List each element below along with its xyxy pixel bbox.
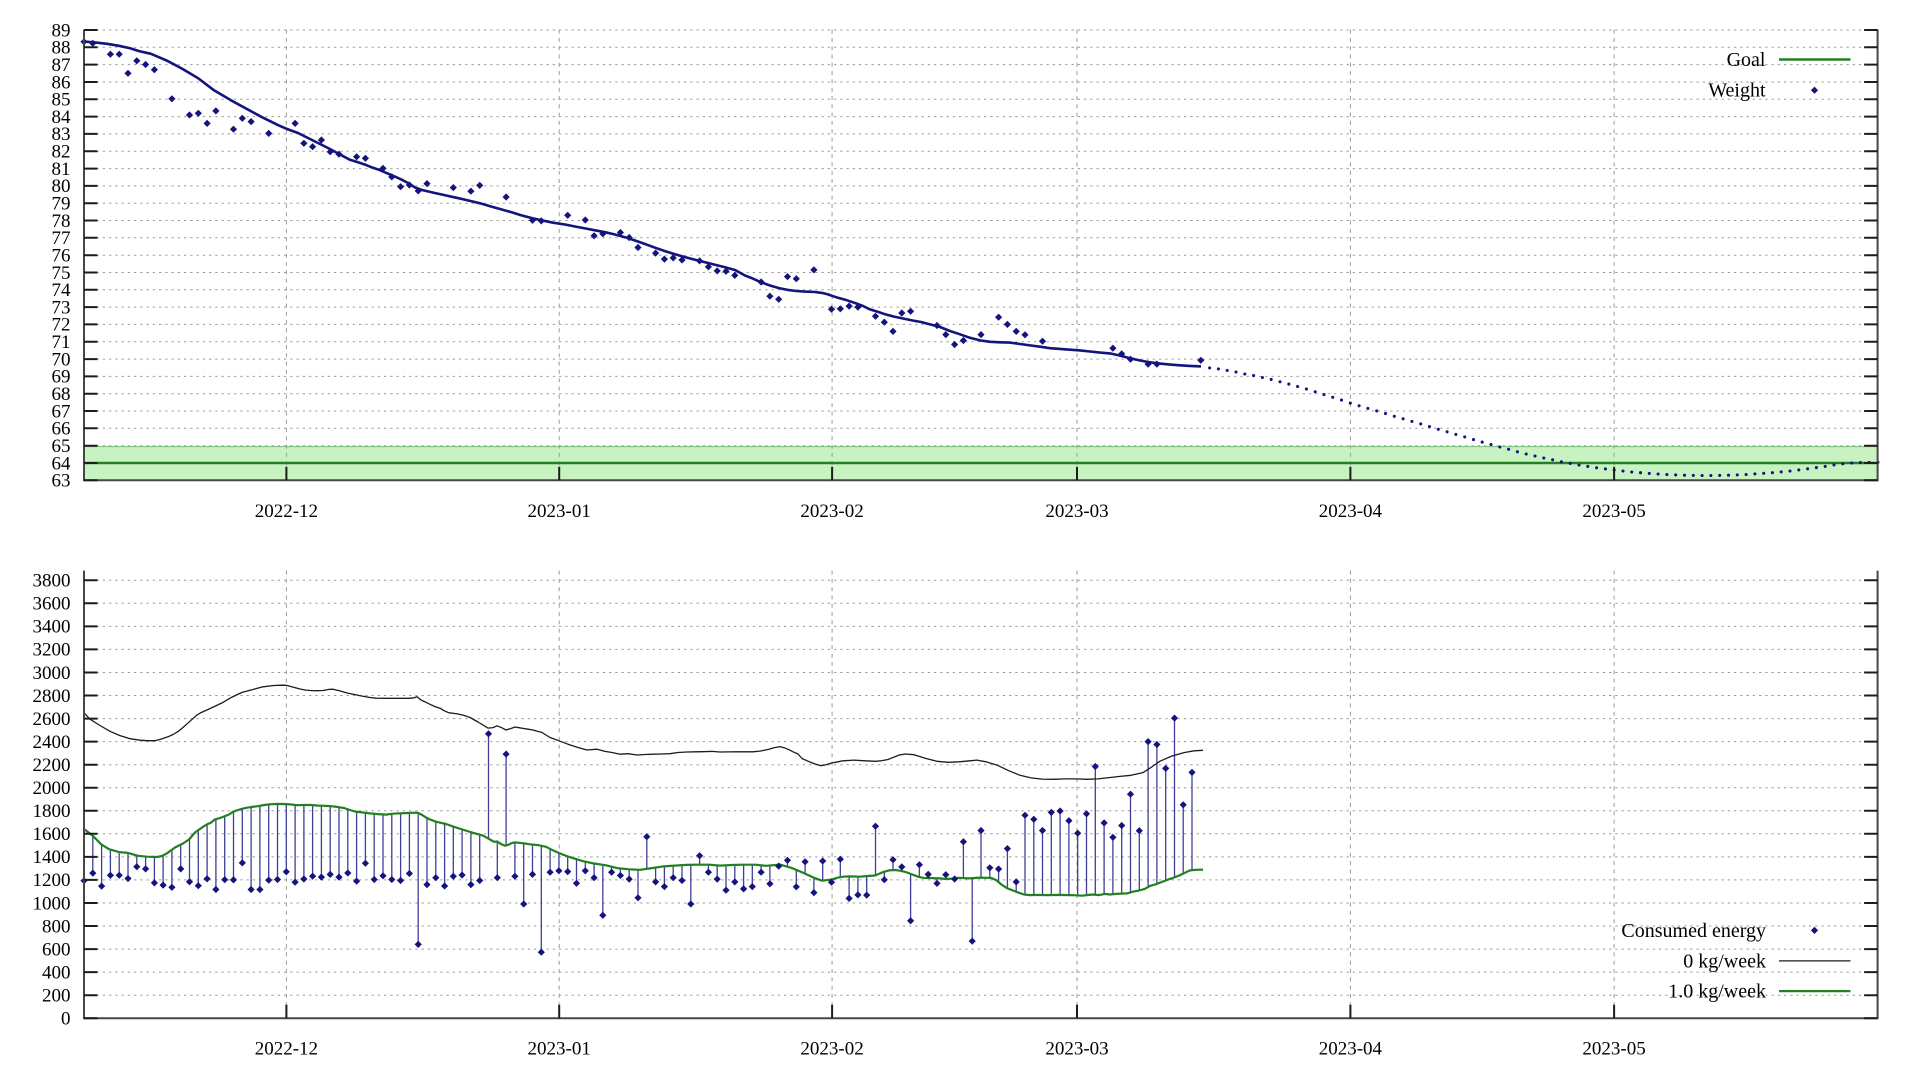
svg-text:73: 73 [52, 297, 71, 318]
svg-text:70: 70 [52, 349, 71, 370]
svg-text:63: 63 [52, 471, 71, 492]
svg-text:3400: 3400 [33, 617, 71, 638]
svg-text:84: 84 [52, 107, 72, 128]
svg-text:600: 600 [42, 939, 71, 960]
svg-text:2023-02: 2023-02 [800, 1039, 863, 1060]
svg-text:1400: 1400 [33, 847, 71, 868]
svg-text:82: 82 [52, 142, 71, 163]
svg-text:89: 89 [52, 20, 71, 41]
svg-text:2023-05: 2023-05 [1582, 1039, 1645, 1060]
svg-text:71: 71 [52, 332, 71, 353]
svg-text:66: 66 [52, 419, 71, 440]
svg-text:2022-12: 2022-12 [255, 1039, 318, 1060]
svg-text:74: 74 [52, 280, 72, 301]
svg-text:1000: 1000 [33, 893, 71, 914]
svg-text:78: 78 [52, 211, 71, 232]
svg-text:3600: 3600 [33, 594, 71, 615]
svg-text:2400: 2400 [33, 732, 71, 753]
svg-text:75: 75 [52, 263, 71, 284]
svg-text:2023-03: 2023-03 [1045, 1039, 1108, 1060]
svg-text:67: 67 [52, 401, 71, 422]
svg-text:0 kg/week: 0 kg/week [1683, 950, 1766, 972]
svg-text:85: 85 [52, 90, 71, 111]
svg-text:800: 800 [42, 916, 71, 937]
svg-text:83: 83 [52, 124, 71, 145]
svg-text:86: 86 [52, 72, 71, 93]
svg-text:0: 0 [61, 1009, 71, 1030]
svg-text:68: 68 [52, 384, 71, 405]
svg-text:88: 88 [52, 38, 71, 59]
svg-text:2023-05: 2023-05 [1582, 501, 1645, 522]
svg-text:2023-04: 2023-04 [1319, 1039, 1383, 1060]
svg-text:76: 76 [52, 246, 71, 267]
svg-text:2200: 2200 [33, 755, 71, 776]
svg-text:87: 87 [52, 55, 71, 76]
svg-text:2000: 2000 [33, 778, 71, 799]
svg-text:2022-12: 2022-12 [255, 501, 318, 522]
svg-text:3800: 3800 [33, 571, 71, 592]
svg-text:2023-04: 2023-04 [1319, 501, 1383, 522]
svg-text:Weight: Weight [1708, 80, 1766, 102]
svg-text:2800: 2800 [33, 686, 71, 707]
svg-text:400: 400 [42, 962, 71, 983]
svg-text:1600: 1600 [33, 824, 71, 845]
svg-text:2023-03: 2023-03 [1045, 501, 1108, 522]
svg-text:77: 77 [52, 228, 71, 249]
svg-text:80: 80 [52, 176, 71, 197]
svg-text:1200: 1200 [33, 870, 71, 891]
svg-text:65: 65 [52, 436, 71, 457]
svg-text:1.0 kg/week: 1.0 kg/week [1668, 981, 1766, 1003]
svg-text:79: 79 [52, 194, 71, 215]
svg-text:200: 200 [42, 986, 71, 1007]
svg-text:64: 64 [52, 453, 72, 474]
svg-text:3000: 3000 [33, 663, 71, 684]
svg-text:72: 72 [52, 315, 71, 336]
svg-text:81: 81 [52, 159, 71, 180]
svg-text:Consumed energy: Consumed energy [1621, 920, 1766, 942]
svg-text:2600: 2600 [33, 709, 71, 730]
svg-text:Goal: Goal [1727, 49, 1766, 71]
svg-text:2023-01: 2023-01 [528, 501, 591, 522]
svg-text:3200: 3200 [33, 640, 71, 661]
svg-text:2023-02: 2023-02 [800, 501, 863, 522]
svg-text:69: 69 [52, 367, 71, 388]
svg-text:1800: 1800 [33, 801, 71, 822]
svg-text:2023-01: 2023-01 [528, 1039, 591, 1060]
